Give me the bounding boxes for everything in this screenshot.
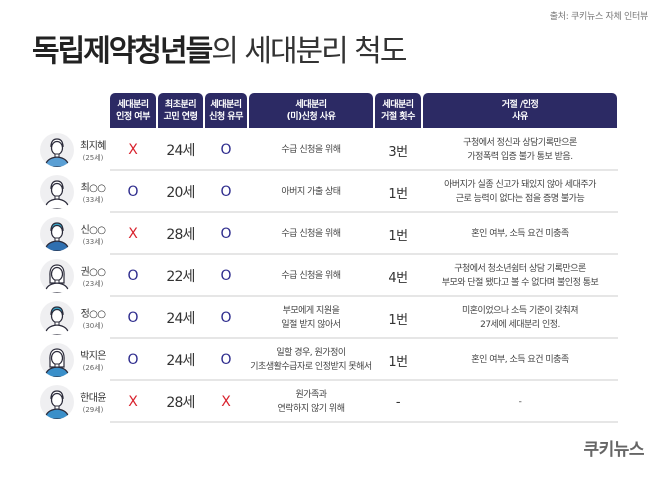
apply-reason: 아버지 가출 상태 [281,187,341,197]
header-reject-count: 세대분리 거절 횟수 [375,93,421,128]
person-name: 정○○ [80,309,106,320]
first-age: 22세 [166,269,195,285]
person: 권○○ (23세) [40,259,110,293]
reject-count: 4번 [388,270,408,286]
person: 최지혜 (25세) [40,133,110,167]
title-light: 의 세대분리 척도 [211,34,407,69]
table-row-3: 신○○ (33세) X 28세 O 수급 신청을 위해 1번 혼인 여부, 소득… [0,213,658,255]
person-name: 신○○ [80,225,106,236]
source-caption: 출처: 쿠키뉴스 자체 인터뷰 [549,12,649,22]
reject-count: 1번 [388,354,408,370]
applied-mark: X [221,394,231,410]
table-body: 최지혜 (25세) X 24세 O 수급 신청을 위해 3번 구청에서 정신과 … [0,129,658,423]
applied-mark: O [220,352,232,368]
header-recognized: 세대분리 인정 여부 [110,93,156,128]
person-age: (25세) [82,154,104,162]
header-apply-reason: 세대분리 (미)신청 사유 [249,93,373,128]
header-result-reason: 거절 /인정 사유 [423,93,617,128]
recognized-mark: X [128,394,138,410]
reject-count: - [395,394,401,410]
table-row-6: 박지은 (26세) O 24세 O 일할 경우, 원가정이 기초생활수급자로 인… [0,339,658,381]
reject-count: 1번 [388,312,408,328]
table-row-2: 최○○ (33세) O 20세 O 아버지 가출 상태 1번 아버지가 실종 신… [0,171,658,213]
table-row-7: 한대윤 (29세) X 28세 X 원가족과 연락하지 않기 위해 - - [0,381,658,423]
recognized-mark: O [127,268,139,284]
person-name: 최○○ [80,183,106,194]
applied-mark: O [220,142,232,158]
header-applied: 세대분리 신청 유무 [205,93,247,128]
result-reason: 미혼이었으나 소득 기준이 갖춰져 27세에 세대분리 인정. [461,306,579,330]
header-first-age: 최초분리 고민 연령 [158,93,203,128]
result-reason: 아버지가 실종 신고가 돼있지 않아 세대주가 근로 능력이 없다는 점을 증명… [444,180,596,204]
title-bold: 독립제약청년들 [32,34,213,69]
table-row-4: 권○○ (23세) O 22세 O 수급 신청을 위해 4번 구청에서 청소년쉼… [0,255,658,297]
person-name: 한대윤 [80,393,106,404]
recognized-mark: X [128,142,138,158]
reject-count: 1번 [388,186,408,202]
first-age: 24세 [166,311,195,327]
person-age: (30세) [82,322,104,330]
apply-reason: 부모에게 지원을 일절 받지 않아서 [281,306,341,330]
recognized-mark: O [127,352,139,368]
person-age: (23세) [82,280,104,288]
person-name: 박지은 [80,351,106,362]
page-title: 독립제약청년들의 세대분리 척도 [32,26,407,70]
avatar [40,343,74,377]
applied-mark: O [220,268,232,284]
person-name: 최지혜 [80,141,106,152]
result-reason: 혼인 여부, 소득 요건 미충족 [471,229,569,239]
table-row-1: 최지혜 (25세) X 24세 O 수급 신청을 위해 3번 구청에서 정신과 … [0,129,658,171]
first-age: 20세 [166,185,195,201]
recognized-mark: O [127,184,139,200]
female-person-icon [44,138,70,167]
apply-reason: 수급 신청을 위해 [281,145,341,155]
person: 한대윤 (29세) [40,385,110,419]
applied-mark: O [220,310,232,326]
female-person-icon [44,348,70,377]
recognized-mark: X [128,226,138,242]
applied-mark: O [220,184,232,200]
avatar [40,301,74,335]
first-age: 24세 [166,353,195,369]
result-reason: - [518,397,522,407]
apply-reason: 일할 경우, 원가정이 기초생활수급자로 인정받지 못해서 [250,348,372,372]
person-age: (33세) [82,238,104,246]
reject-count: 1번 [388,228,408,244]
apply-reason: 원가족과 연락하지 않기 위해 [277,390,345,414]
first-age: 24세 [166,143,195,159]
avatar [40,259,74,293]
person-age: (26세) [82,364,104,372]
brand-logo: 쿠키뉴스 [583,440,644,460]
result-reason: 구청에서 청소년쉼터 상담 기록만으론 부모와 단절 됐다고 볼 수 없다며 불… [441,264,599,288]
avatar [40,217,74,251]
table-header: 세대분리 인정 여부 최초분리 고민 연령 세대분리 신청 유무 세대분리 (미… [110,93,619,128]
first-age: 28세 [166,395,195,411]
male-person-icon [44,306,70,335]
avatar [40,175,74,209]
male-person-icon [44,180,70,209]
person-age: (33세) [82,196,104,204]
avatar [40,133,74,167]
apply-reason: 수급 신청을 위해 [281,271,341,281]
female-person-icon [44,264,70,293]
person: 신○○ (33세) [40,217,110,251]
result-reason: 혼인 여부, 소득 요건 미충족 [471,355,569,365]
person-age: (29세) [82,406,104,414]
male-person-icon [44,222,70,251]
avatar [40,385,74,419]
result-reason: 구청에서 정신과 상담기록만으론 가정폭력 입증 불가 통보 받음. [463,138,577,162]
person: 최○○ (33세) [40,175,110,209]
male-person-icon [44,390,70,419]
person: 정○○ (30세) [40,301,110,335]
first-age: 28세 [166,227,195,243]
applied-mark: O [220,226,232,242]
person: 박지은 (26세) [40,343,110,377]
reject-count: 3번 [388,144,408,160]
table-row-5: 정○○ (30세) O 24세 O 부모에게 지원을 일절 받지 않아서 1번 … [0,297,658,339]
person-name: 권○○ [80,267,106,278]
recognized-mark: O [127,310,139,326]
apply-reason: 수급 신청을 위해 [281,229,341,239]
